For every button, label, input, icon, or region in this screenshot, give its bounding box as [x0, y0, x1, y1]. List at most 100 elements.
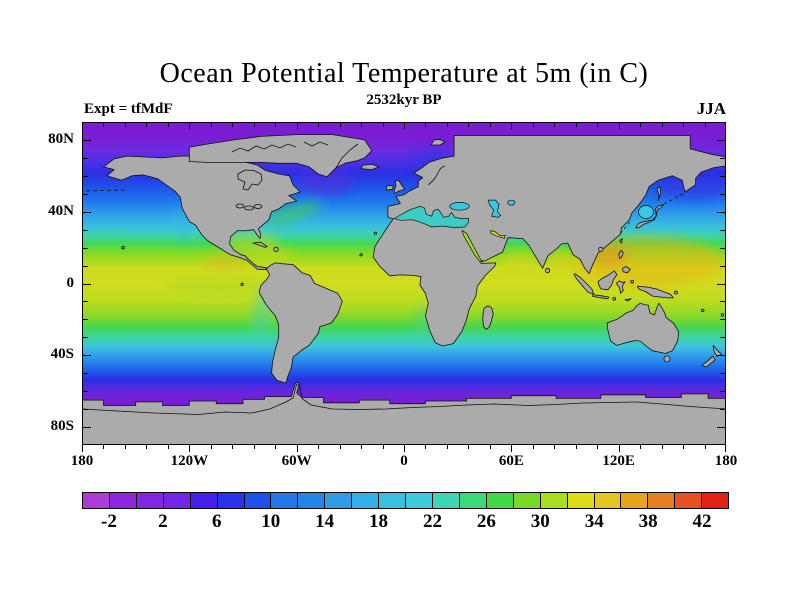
axis-tick	[661, 123, 663, 127]
colorbar-cell	[406, 493, 433, 508]
colorbar-cell	[432, 493, 460, 508]
axis-tick	[382, 123, 384, 127]
axis-tick	[296, 123, 298, 129]
season-label: JJA	[696, 99, 726, 118]
mediterranean-sea	[393, 205, 469, 228]
axis-tick	[361, 123, 363, 127]
mindanao	[621, 266, 631, 274]
coastline-detail	[82, 141, 726, 415]
hainan	[598, 246, 604, 253]
axis-tick	[232, 123, 234, 127]
subtitle-time-label: 2532kyr BP	[366, 92, 442, 108]
axis-tick	[232, 445, 234, 449]
axis-tick	[661, 445, 663, 449]
aral-sea	[507, 199, 516, 206]
axis-tick	[425, 445, 427, 449]
axis-tick	[146, 123, 148, 127]
lon-axis-label: 120W	[170, 453, 209, 469]
lat-axis-label: 40S	[50, 346, 74, 363]
north-america	[103, 155, 301, 270]
colorbar-cell	[244, 493, 272, 508]
axis-tick	[83, 319, 88, 321]
lon-axis-label: 60W	[281, 453, 312, 469]
axis-tick	[339, 123, 341, 127]
lesser-sunda	[612, 297, 616, 301]
axis-tick	[382, 445, 384, 449]
axis-tick	[683, 123, 685, 127]
axis-tick	[554, 123, 556, 127]
axis-tick	[83, 193, 88, 195]
lon-axis-label: 180	[70, 453, 94, 469]
axis-tick	[404, 123, 405, 129]
axis-tick	[253, 123, 255, 127]
persian-gulf	[490, 230, 506, 239]
solomon-islands	[674, 290, 678, 295]
great-britain	[393, 179, 406, 195]
colorbar-cell	[702, 493, 729, 508]
caribbean-warm	[250, 246, 294, 262]
axis-tick	[720, 265, 725, 267]
colorbar-cell	[513, 493, 541, 508]
new-zealand-south	[701, 355, 716, 368]
colorbar-cell	[136, 493, 164, 508]
japan	[635, 204, 664, 229]
inland-seas	[393, 199, 654, 263]
axis-tick	[720, 391, 725, 393]
cape-verde	[359, 253, 363, 257]
labrador-cold-wedge	[297, 168, 353, 196]
black-sea	[449, 202, 470, 211]
page-title: Ocean Potential Temperature at 5m (in C)	[159, 58, 649, 89]
colorbar-tick-label: 22	[422, 511, 442, 532]
sri-lanka	[544, 267, 551, 274]
axis-tick	[146, 445, 148, 449]
colorbar-cell	[459, 493, 487, 508]
colorbar-cell	[190, 493, 218, 508]
axis-tick	[318, 445, 320, 449]
axis-tick	[124, 123, 126, 127]
axis-tick	[83, 427, 91, 429]
vanuatu	[701, 308, 705, 313]
canadian-arctic-coast-lines	[231, 141, 359, 169]
colorbar-cell	[163, 493, 191, 508]
axis-tick	[640, 123, 642, 127]
great-lake-erie-ontario	[253, 204, 263, 209]
baltic-sea-outline	[427, 165, 446, 186]
axis-tick	[103, 445, 105, 449]
axis-tick	[683, 445, 685, 449]
axis-tick	[83, 355, 91, 357]
lat-axis-label: 80N	[48, 130, 74, 147]
colorbar-cell	[379, 493, 407, 508]
axis-tick	[361, 445, 363, 449]
axis-tick	[532, 445, 534, 449]
lon-axis-label: 180	[714, 453, 738, 469]
axis-tick	[720, 337, 725, 339]
axis-tick	[210, 445, 212, 449]
axis-tick	[318, 123, 320, 127]
northwest-pacific-cold-wedge	[660, 175, 726, 201]
iceland	[360, 163, 380, 170]
axis-tick	[717, 427, 725, 429]
axis-tick	[83, 373, 88, 375]
california-upwelling-cool	[172, 208, 192, 244]
axis-tick	[83, 301, 88, 303]
ryukyu-islands	[619, 221, 631, 235]
axis-tick	[511, 123, 513, 129]
axis-tick	[597, 123, 599, 127]
australia	[606, 302, 679, 354]
colorbar-tick-label: 26	[476, 511, 496, 532]
axis-tick	[720, 409, 725, 411]
timor	[624, 298, 632, 302]
axis-tick	[717, 283, 725, 285]
axis-tick	[720, 175, 725, 177]
axis-tick	[717, 211, 725, 213]
colorbar-cell	[83, 493, 110, 508]
axis-tick	[83, 157, 88, 159]
axis-tick	[725, 445, 726, 452]
sumatra	[573, 273, 594, 295]
axis-tick	[554, 445, 556, 449]
axis-tick	[189, 445, 191, 452]
axis-tick	[720, 373, 725, 375]
axis-tick	[83, 211, 91, 213]
kuril-islands	[661, 193, 684, 206]
colorbar-tick-label: 42	[692, 511, 712, 532]
